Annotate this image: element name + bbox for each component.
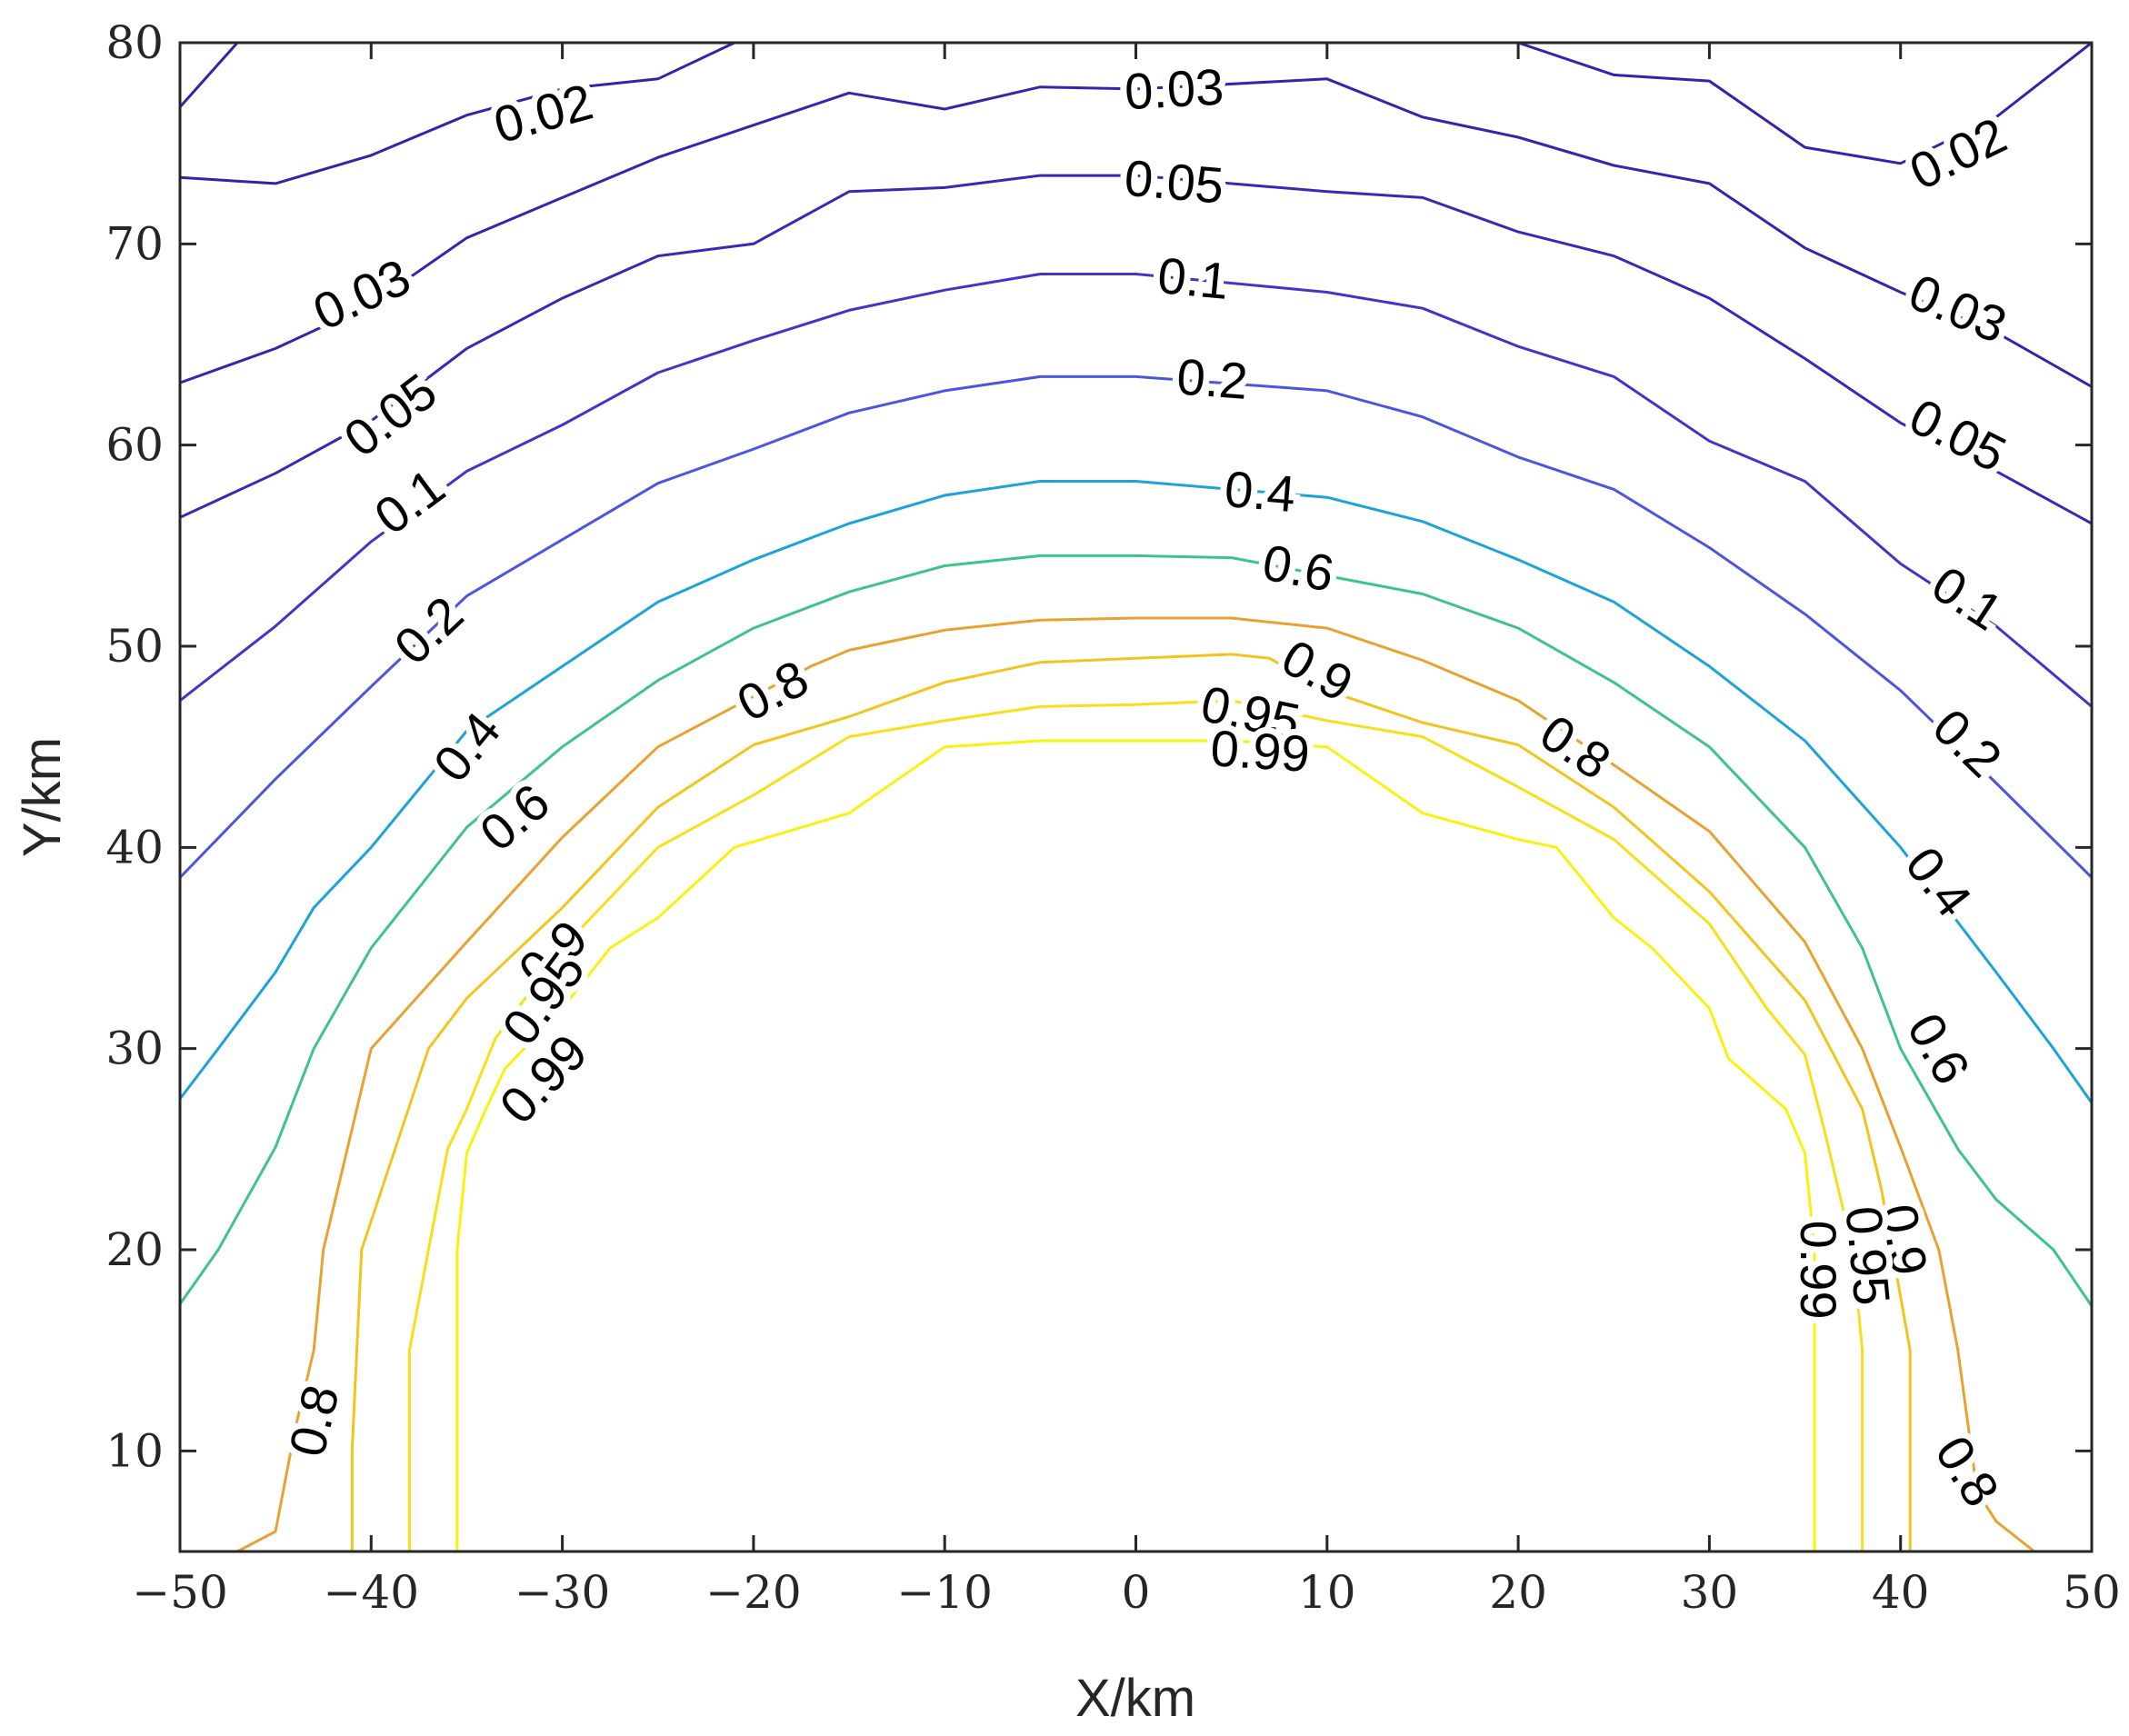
contour-line-0.8-0 — [236, 616, 2035, 1553]
y-axis-ticks: 10 20 30 40 50 60 70 80 — [105, 16, 2092, 1477]
contour-label-0.8-3: 0.8 — [1924, 1426, 2011, 1516]
contour-label-0.6-1: 0.6 — [469, 773, 560, 862]
y-tick-label-7: 80 — [105, 16, 164, 69]
y-tick-label-4: 50 — [105, 620, 164, 673]
contour-label-0.4-1: 0.4 — [422, 702, 511, 793]
contour-line-0.03-0 — [179, 77, 2093, 388]
contour-label-0.4-0: 0.4 — [1223, 460, 1298, 523]
contour-line-0.9-0 — [350, 653, 1912, 1551]
y-axis-label: Y/km — [13, 737, 72, 857]
contour-label-0.99-2: 0.99 — [1790, 1221, 1847, 1320]
x-tick-label-1: −40 — [324, 1566, 420, 1619]
contour-line-0.2-0 — [178, 374, 2094, 879]
plot-frame — [178, 41, 2094, 1553]
x-tick-label-6: 10 — [1298, 1566, 1356, 1619]
axes — [178, 41, 2094, 1553]
contour-line-0.99-0 — [455, 739, 1816, 1551]
y-tick-label-0: 10 — [105, 1424, 164, 1477]
contour-line-0.02-2 — [1517, 41, 2093, 165]
contour-label-0.05-0: 0.05 — [1123, 149, 1226, 215]
x-tick-label-0: −50 — [132, 1566, 228, 1619]
y-tick-label-5: 60 — [105, 419, 164, 472]
x-axis-label: X/km — [1075, 1669, 1195, 1728]
contour-line-0.02-1 — [179, 41, 735, 185]
x-tick-label-7: 20 — [1489, 1566, 1547, 1619]
x-tick-label-3: −20 — [705, 1566, 802, 1619]
x-tick-label-4: −10 — [896, 1566, 993, 1619]
x-tick-label-10: 50 — [2063, 1566, 2121, 1619]
contour-line-0.6-0 — [178, 554, 2094, 1307]
y-tick-label-3: 40 — [105, 821, 164, 873]
contour-label-0.6-0: 0.6 — [1258, 534, 1338, 603]
contour-label-0.8-0: 0.8 — [728, 649, 817, 733]
contour-label-0.02-0: 0.02 — [488, 73, 599, 155]
contour-label-0.03-0: 0.03 — [1124, 58, 1225, 121]
x-tick-label-2: −30 — [515, 1566, 611, 1619]
contour-label-0.8-2: 0.8 — [278, 1380, 350, 1462]
contour-label-0.02-1: 0.02 — [1901, 106, 2015, 201]
y-tick-label-6: 70 — [105, 217, 164, 270]
contour-lines — [178, 41, 2094, 1553]
y-tick-label-1: 20 — [105, 1223, 164, 1276]
contour-label-0.05-2: 0.05 — [1901, 387, 2015, 483]
x-tick-label-9: 40 — [1872, 1566, 1930, 1619]
x-axis-ticks: −50 −40 −30 −20 −10 0 10 20 30 40 50 — [132, 43, 2121, 1619]
contour-line-0.02-0 — [178, 42, 239, 108]
contour-label-0.03-1: 0.03 — [305, 247, 418, 341]
contour-line-0.95-0 — [407, 699, 1864, 1551]
contour-label-0.03-2: 0.03 — [1901, 263, 2014, 354]
contour-label-0.99-0: 0.99 — [1209, 719, 1312, 783]
contour-line-0.4-0 — [178, 480, 2094, 1104]
x-tick-label-8: 30 — [1681, 1566, 1739, 1619]
contour-label-0.1-1: 0.1 — [364, 457, 455, 545]
contour-line-0.05-0 — [179, 174, 2093, 525]
contour-label-0.99-1: 0.99 — [488, 1023, 598, 1134]
contour-label-0.4-2: 0.4 — [1894, 836, 1983, 927]
contour-line-0.1-0 — [179, 273, 2093, 708]
contour-label-0.2-2: 0.2 — [1922, 697, 2013, 787]
contour-label-0.6-2: 0.6 — [1896, 1003, 1981, 1093]
contour-label-0.2-0: 0.2 — [1174, 347, 1249, 410]
contour-label-0.1-0: 0.1 — [1155, 246, 1231, 310]
contour-labels: 0.02 0.020.030.03 0.030.050.05 0.050.10.10.… — [272, 52, 2022, 1523]
y-tick-label-2: 30 — [105, 1023, 164, 1075]
x-tick-label-5: 0 — [1122, 1566, 1151, 1619]
